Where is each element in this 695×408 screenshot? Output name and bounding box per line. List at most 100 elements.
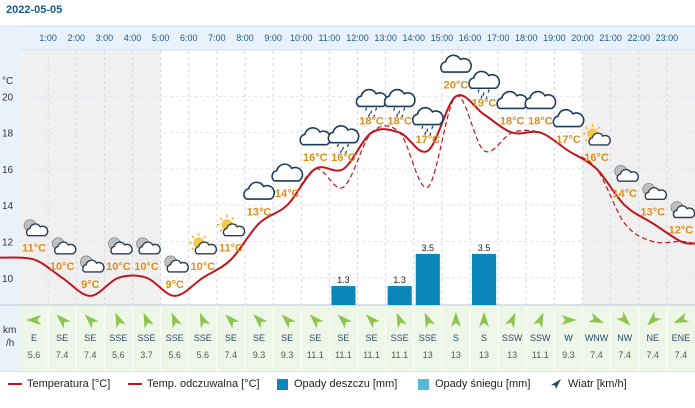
- wind-arrow-shape: [396, 312, 407, 329]
- raindrop-icon: [429, 132, 432, 136]
- hour-column-bg: [498, 51, 527, 305]
- wind-arrow-icon: [479, 312, 490, 327]
- wind-speed-label: 5.6: [112, 350, 125, 360]
- temp-label: 10°C: [191, 261, 216, 273]
- hour-label: 8:00: [236, 33, 254, 43]
- temp-label: 18°C: [500, 116, 525, 128]
- sun-ray: [191, 247, 195, 251]
- hour-column-bg: [441, 51, 470, 305]
- hour-column-bg: [526, 51, 555, 305]
- legend-feels-like-label: Temp. odczuwalna [°C]: [147, 378, 260, 390]
- night-partly-cloudy-icon: [23, 219, 49, 237]
- hour-label: 23:00: [656, 33, 679, 43]
- wind-arrow-icon: [561, 315, 577, 325]
- rain-bar-label: 3.5: [422, 243, 435, 253]
- wind-arrow-icon: [171, 312, 182, 329]
- hour-label: 18:00: [515, 33, 538, 43]
- wind-speed-label: 7.4: [647, 350, 660, 360]
- raindrop-icon: [346, 143, 350, 148]
- wind-arrow-shape: [199, 312, 211, 329]
- cloudy-icon: [552, 108, 585, 128]
- night-partly-cloudy-icon: [164, 255, 189, 273]
- wind-direction-label: SE: [225, 333, 237, 343]
- wind-arrow-shape: [281, 314, 296, 329]
- wind-unit-label: /h: [6, 338, 14, 349]
- wind-speed-label: 7.4: [84, 350, 97, 360]
- wind-arrow-shape: [171, 312, 182, 329]
- legend-snow: Opady śniegu [mm]: [418, 378, 530, 390]
- wind-speed-label: 5.6: [168, 350, 181, 360]
- cloud-icon: [588, 132, 611, 146]
- wind-speed-label: 7.4: [56, 350, 69, 360]
- hour-label: 2:00: [67, 33, 85, 43]
- wind-direction-label: SE: [84, 333, 96, 343]
- wind-speed-label: 11.1: [307, 350, 324, 360]
- wind-speed-label: 11.1: [363, 350, 380, 360]
- temp-label: 17°C: [556, 134, 581, 146]
- wind-arrow-shape: [673, 312, 690, 324]
- hour-label: 17:00: [487, 33, 510, 43]
- temp-label: 13°C: [641, 206, 666, 218]
- y-tick-label: 20: [2, 92, 14, 103]
- wind-direction-label: SE: [366, 333, 378, 343]
- wind-arrow-icon: [199, 312, 211, 329]
- wind-direction-label: SE: [253, 333, 265, 343]
- wind-direction-label: SE: [309, 333, 321, 343]
- rain-bar-label: 1.3: [337, 275, 350, 285]
- wind-arrow-icon: [647, 311, 662, 326]
- hour-label: 10:00: [290, 33, 313, 43]
- temp-label: 11°C: [219, 243, 243, 255]
- hour-column-bg: [329, 51, 358, 305]
- cloudy-icon: [440, 54, 472, 73]
- raindrop-icon: [485, 96, 488, 100]
- wind-direction-label: WNW: [585, 333, 609, 343]
- raindrop-icon: [482, 92, 485, 96]
- wind-arrow-shape: [365, 314, 381, 329]
- wind-arrow-icon: [281, 314, 296, 329]
- wind-arrow-shape: [143, 312, 154, 329]
- cloud-icon: [644, 186, 668, 201]
- wind-arrow-icon: [533, 312, 544, 329]
- hour-label: 5:00: [152, 33, 170, 43]
- sun-ray: [584, 138, 589, 142]
- hour-label: 13:00: [374, 33, 397, 43]
- wind-arrow-shape: [253, 314, 268, 329]
- raindrop-icon: [372, 114, 376, 118]
- hour-label: 22:00: [627, 33, 650, 43]
- wind-arrow-shape: [450, 312, 461, 327]
- wind-arrow-icon: [396, 312, 407, 329]
- sun-ray: [584, 126, 589, 130]
- raindrop-icon: [364, 107, 368, 111]
- hour-label: 15:00: [431, 33, 454, 43]
- raindrop-icon: [398, 110, 401, 114]
- hour-label: 20:00: [571, 33, 594, 43]
- temp-label: 14°C: [275, 188, 300, 200]
- wind-arrow-icon: [253, 314, 268, 329]
- wind-arrow-shape: [309, 314, 324, 329]
- raindrop-icon: [367, 113, 371, 117]
- wind-arrow-icon: [504, 312, 516, 329]
- wind-arrow-shape: [533, 312, 544, 329]
- hour-label: 6:00: [180, 33, 198, 43]
- wind-speed-label: 9.3: [562, 350, 575, 360]
- wind-speed-label: 11.1: [335, 350, 352, 360]
- temp-label: 16°C: [584, 152, 609, 164]
- rain-bar: [331, 286, 356, 305]
- cloud-icon: [243, 181, 276, 200]
- wind-arrow-shape: [56, 314, 71, 329]
- hour-label: 16:00: [459, 33, 482, 43]
- sun-ray: [219, 217, 223, 221]
- wind-direction-label: S: [481, 333, 487, 343]
- wind-arrow-shape: [588, 312, 604, 324]
- y-tick-label: 14: [2, 201, 14, 212]
- temp-label: 10°C: [106, 261, 131, 273]
- raindrop-icon: [396, 113, 399, 117]
- wind-direction-label: SSE: [138, 333, 156, 343]
- wind-arrow-icon: [673, 312, 690, 324]
- night-partly-cloudy-icon: [670, 201, 695, 219]
- wind-direction-label: SSW: [530, 333, 551, 343]
- legend-feels-like-swatch: [128, 383, 142, 385]
- sun-ray: [191, 235, 195, 239]
- hour-column-bg: [666, 51, 695, 305]
- raindrop-icon: [374, 107, 378, 111]
